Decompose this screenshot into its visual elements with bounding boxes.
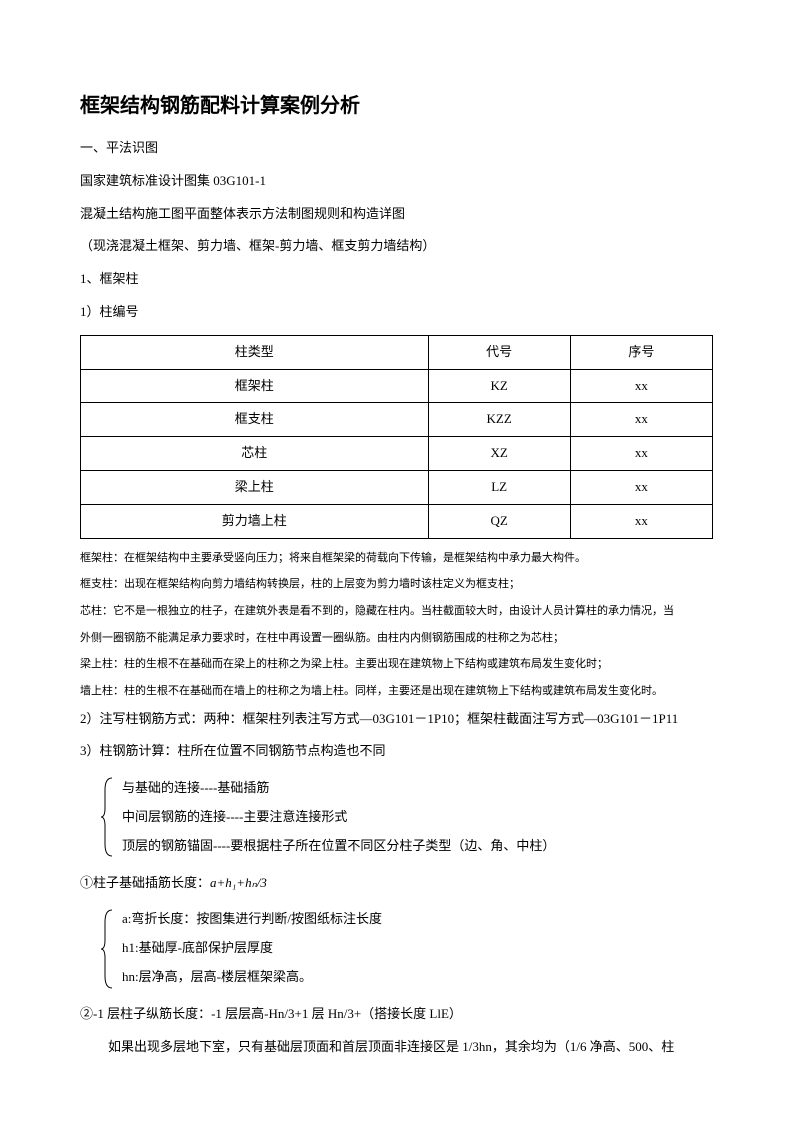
brace-icon xyxy=(100,774,114,860)
p9-formula: a+h₁+hₙ/3 xyxy=(210,875,267,890)
table-cell: 梁上柱 xyxy=(81,470,429,504)
table-cell: xx xyxy=(570,369,712,403)
b2-l3: hn:层净高，层高-楼层框架梁高。 xyxy=(122,963,382,992)
table-cell: 芯柱 xyxy=(81,437,429,471)
para-10: ②-1 层柱子纵筋长度：-1 层层高-Hn/3+1 层 Hn/3+（搭接长度 L… xyxy=(80,1004,713,1025)
table-row: 剪力墙上柱QZxx xyxy=(81,504,713,538)
b2-l2: h1:基础厚-底部保护层厚度 xyxy=(122,934,382,963)
page-title: 框架结构钢筋配料计算案例分析 xyxy=(80,90,713,122)
bracket-group-1: 与基础的连接----基础插筋 中间层钢筋的连接----主要注意连接形式 顶层的钢… xyxy=(100,774,713,860)
table-cell: 剪力墙上柱 xyxy=(81,504,429,538)
para-11: 如果出现多层地下室，只有基础层顶面和首层顶面非连接区是 1/3hn，其余均为（1… xyxy=(108,1037,713,1058)
para-4: （现浇混凝土框架、剪力墙、框架-剪力墙、框支剪力墙结构） xyxy=(80,236,713,257)
brace-icon xyxy=(100,905,114,991)
note-4: 梁上柱：柱的生根不在基础而在梁上的柱称之为梁上柱。主要出现在建筑物上下结构或建筑… xyxy=(80,655,713,674)
table-cell: xx xyxy=(570,470,712,504)
note-2: 框支柱：出现在框架结构向剪力墙结构转换层，柱的上层变为剪力墙时该柱定义为框支柱； xyxy=(80,575,713,594)
b2-l1: a:弯折长度：按图集进行判断/按图纸标注长度 xyxy=(122,905,382,934)
para-3: 混凝土结构施工图平面整体表示方法制图规则和构造详图 xyxy=(80,204,713,225)
note-1: 框架柱：在框架结构中主要承受竖向压力；将来自框架梁的荷载向下传输，是框架结构中承… xyxy=(80,549,713,568)
table-row: 框支柱KZZxx xyxy=(81,403,713,437)
table-cell: KZ xyxy=(428,369,570,403)
note-5: 墙上柱：柱的生根不在基础而在墙上的柱称之为墙上柱。同样，主要还是出现在建筑物上下… xyxy=(80,682,713,701)
note-3: 芯柱：它不是一根独立的柱子，在建筑外表是看不到的，隐藏在柱内。当柱截面较大时，由… xyxy=(80,602,713,621)
th-seq: 序号 xyxy=(570,335,712,369)
th-code: 代号 xyxy=(428,335,570,369)
table-row: 芯柱XZxx xyxy=(81,437,713,471)
table-cell: 框架柱 xyxy=(81,369,429,403)
bracket-group-2: a:弯折长度：按图集进行判断/按图纸标注长度 h1:基础厚-底部保护层厚度 hn… xyxy=(100,905,713,991)
b1-l1: 与基础的连接----基础插筋 xyxy=(122,774,555,803)
para-2: 国家建筑标准设计图集 03G101-1 xyxy=(80,171,713,192)
column-type-table: 柱类型 代号 序号 框架柱KZxx框支柱KZZxx芯柱XZxx梁上柱LZxx剪力… xyxy=(80,335,713,539)
table-cell: XZ xyxy=(428,437,570,471)
para-9: ①柱子基础插筋长度：a+h₁+hₙ/3 xyxy=(80,873,713,894)
para-6: 1）柱编号 xyxy=(80,302,713,323)
table-cell: xx xyxy=(570,504,712,538)
table-cell: QZ xyxy=(428,504,570,538)
note-3b: 外侧一圈钢筋不能满足承力要求时，在柱中再设置一圈纵筋。由柱内内侧钢筋围成的柱称之… xyxy=(80,629,713,648)
p9-label: ①柱子基础插筋长度： xyxy=(80,875,210,890)
para-1: 一、平法识图 xyxy=(80,138,713,159)
table-cell: 框支柱 xyxy=(81,403,429,437)
b1-l3: 顶层的钢筋锚固----要根据柱子所在位置不同区分柱子类型（边、角、中柱） xyxy=(122,832,555,861)
table-cell: xx xyxy=(570,403,712,437)
table-row: 框架柱KZxx xyxy=(81,369,713,403)
para-5: 1、框架柱 xyxy=(80,269,713,290)
para-8: 3）柱钢筋计算：柱所在位置不同钢筋节点构造也不同 xyxy=(80,741,713,762)
th-type: 柱类型 xyxy=(81,335,429,369)
table-cell: xx xyxy=(570,437,712,471)
para-7: 2）注写柱钢筋方式：两种：框架柱列表注写方式—03G101－1P10；框架柱截面… xyxy=(80,709,713,730)
b1-l2: 中间层钢筋的连接----主要注意连接形式 xyxy=(122,803,555,832)
table-cell: KZZ xyxy=(428,403,570,437)
table-cell: LZ xyxy=(428,470,570,504)
table-row: 梁上柱LZxx xyxy=(81,470,713,504)
